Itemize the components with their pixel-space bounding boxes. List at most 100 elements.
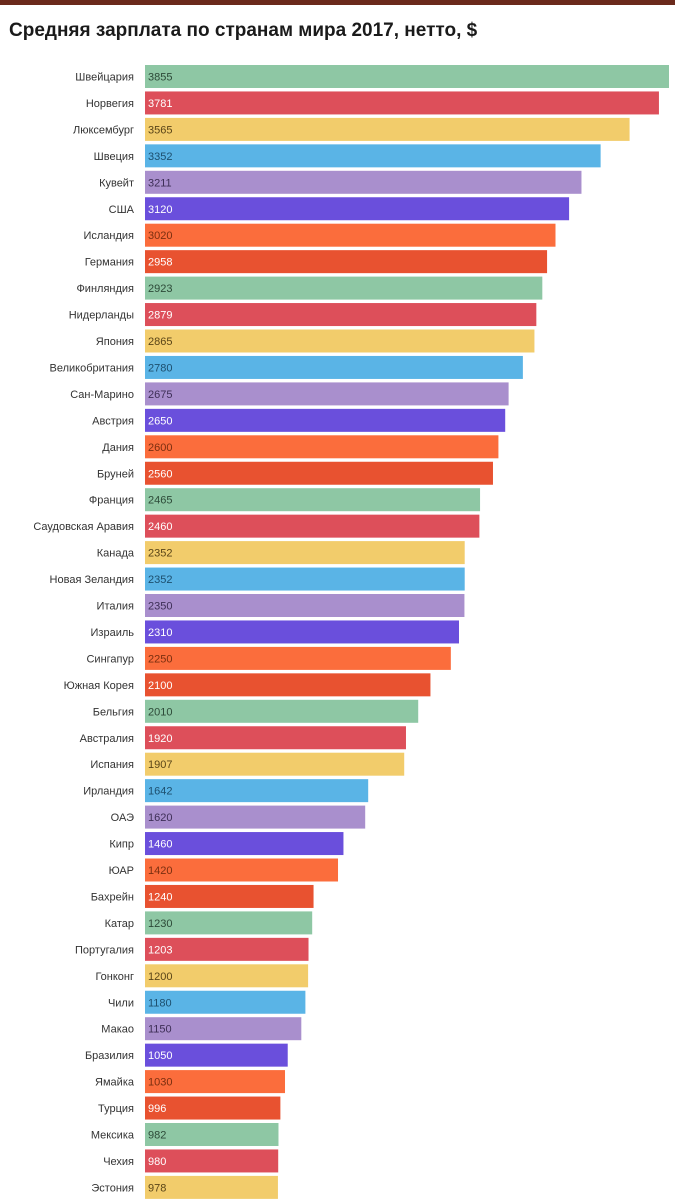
bar-33 bbox=[145, 911, 313, 935]
bar-37 bbox=[145, 1017, 302, 1041]
category-label: Ирландия bbox=[83, 786, 134, 798]
category-label: Бразилия bbox=[85, 1050, 134, 1062]
bar-2 bbox=[145, 91, 659, 115]
category-label: Сан-Марино bbox=[70, 389, 134, 401]
value-label: 996 bbox=[148, 1103, 166, 1115]
value-label: 1030 bbox=[148, 1077, 172, 1089]
bar-6 bbox=[145, 197, 570, 221]
bar-32 bbox=[145, 884, 314, 908]
category-label: Новая Зеландия bbox=[50, 574, 134, 586]
bar-36 bbox=[145, 990, 306, 1014]
value-label: 2310 bbox=[148, 627, 172, 639]
category-label: Норвегия bbox=[86, 98, 134, 110]
value-label: 2250 bbox=[148, 653, 172, 665]
category-label: Чехия bbox=[103, 1156, 134, 1168]
value-label: 3855 bbox=[148, 72, 172, 84]
category-label: Сингапур bbox=[86, 653, 134, 665]
value-label: 2780 bbox=[148, 362, 172, 374]
value-label: 2675 bbox=[148, 389, 172, 401]
bar-12 bbox=[145, 355, 523, 379]
value-label: 1920 bbox=[148, 733, 172, 745]
bar-5 bbox=[145, 170, 582, 194]
bar-1 bbox=[145, 65, 669, 88]
value-label: 2352 bbox=[148, 548, 172, 560]
bar-15 bbox=[145, 435, 499, 459]
bar-3 bbox=[145, 117, 630, 141]
value-label: 2010 bbox=[148, 706, 172, 718]
bar-27 bbox=[145, 752, 405, 776]
bar-13 bbox=[145, 382, 509, 406]
chart-title: Средняя зарплата по странам мира 2017, н… bbox=[9, 20, 478, 41]
value-label: 3020 bbox=[148, 230, 172, 242]
value-label: 2560 bbox=[148, 468, 172, 480]
category-label: Южная Корея bbox=[64, 680, 134, 692]
value-label: 2923 bbox=[148, 283, 172, 295]
value-label: 3352 bbox=[148, 151, 172, 163]
category-label: Германия bbox=[85, 257, 134, 269]
category-label: Япония bbox=[96, 336, 134, 348]
bar-20 bbox=[145, 567, 465, 591]
bar-11 bbox=[145, 329, 535, 353]
bar-38 bbox=[145, 1043, 288, 1067]
category-label: Гонконг bbox=[95, 971, 134, 983]
bar-28 bbox=[145, 779, 369, 803]
category-label: Бруней bbox=[97, 468, 134, 480]
category-label: Великобритания bbox=[50, 362, 135, 374]
category-label: Катар bbox=[105, 918, 134, 930]
value-label: 2350 bbox=[148, 601, 172, 613]
category-label: США bbox=[109, 204, 135, 216]
category-label: Австрия bbox=[92, 415, 134, 427]
bar-25 bbox=[145, 699, 419, 723]
category-label: Бахрейн bbox=[91, 891, 134, 903]
bar-39 bbox=[145, 1070, 286, 1094]
top-strip bbox=[0, 0, 675, 5]
category-label: Кипр bbox=[109, 839, 134, 851]
bar-41 bbox=[145, 1123, 279, 1146]
category-label: Франция bbox=[89, 495, 134, 507]
value-label: 980 bbox=[148, 1156, 166, 1168]
bar-18 bbox=[145, 514, 480, 538]
category-label: Исландия bbox=[83, 230, 134, 242]
category-label: Израиль bbox=[91, 627, 135, 639]
bar-9 bbox=[145, 276, 543, 300]
value-label: 1150 bbox=[148, 1024, 172, 1036]
bar-43 bbox=[145, 1175, 278, 1199]
category-label: Чили bbox=[108, 997, 134, 1009]
value-label: 2465 bbox=[148, 495, 172, 507]
category-label: Швейцария bbox=[75, 72, 134, 84]
value-label: 2100 bbox=[148, 680, 172, 692]
value-label: 978 bbox=[148, 1182, 166, 1194]
value-label: 1180 bbox=[148, 997, 172, 1009]
bar-8 bbox=[145, 250, 548, 274]
value-label: 1620 bbox=[148, 812, 172, 824]
value-label: 2865 bbox=[148, 336, 172, 348]
value-label: 2958 bbox=[148, 257, 172, 269]
bar-4 bbox=[145, 144, 601, 168]
category-label: Швеция bbox=[94, 151, 134, 163]
value-label: 2460 bbox=[148, 521, 172, 533]
value-label: 1200 bbox=[148, 971, 172, 983]
value-label: 1460 bbox=[148, 839, 172, 851]
category-label: Бельгия bbox=[93, 706, 134, 718]
category-label: Кувейт bbox=[99, 177, 134, 189]
category-label: Турция bbox=[98, 1103, 134, 1115]
value-label: 1420 bbox=[148, 865, 172, 877]
category-label: Финляндия bbox=[76, 283, 134, 295]
bar-21 bbox=[145, 594, 465, 617]
value-label: 982 bbox=[148, 1130, 166, 1142]
bar-16 bbox=[145, 461, 493, 485]
category-label: Португалия bbox=[75, 944, 134, 956]
category-label: Макао bbox=[101, 1024, 134, 1036]
bar-42 bbox=[145, 1149, 279, 1173]
bar-26 bbox=[145, 726, 406, 750]
category-label: Нидерланды bbox=[69, 310, 134, 322]
bar-29 bbox=[145, 805, 366, 829]
value-label: 1240 bbox=[148, 891, 172, 903]
category-label: ОАЭ bbox=[111, 812, 134, 824]
category-label: Испания bbox=[90, 759, 134, 771]
bar-34 bbox=[145, 937, 309, 961]
category-label: Люксембург bbox=[73, 124, 134, 136]
category-label: Канада bbox=[97, 548, 135, 560]
bar-23 bbox=[145, 646, 451, 670]
category-label: Австралия bbox=[80, 733, 134, 745]
